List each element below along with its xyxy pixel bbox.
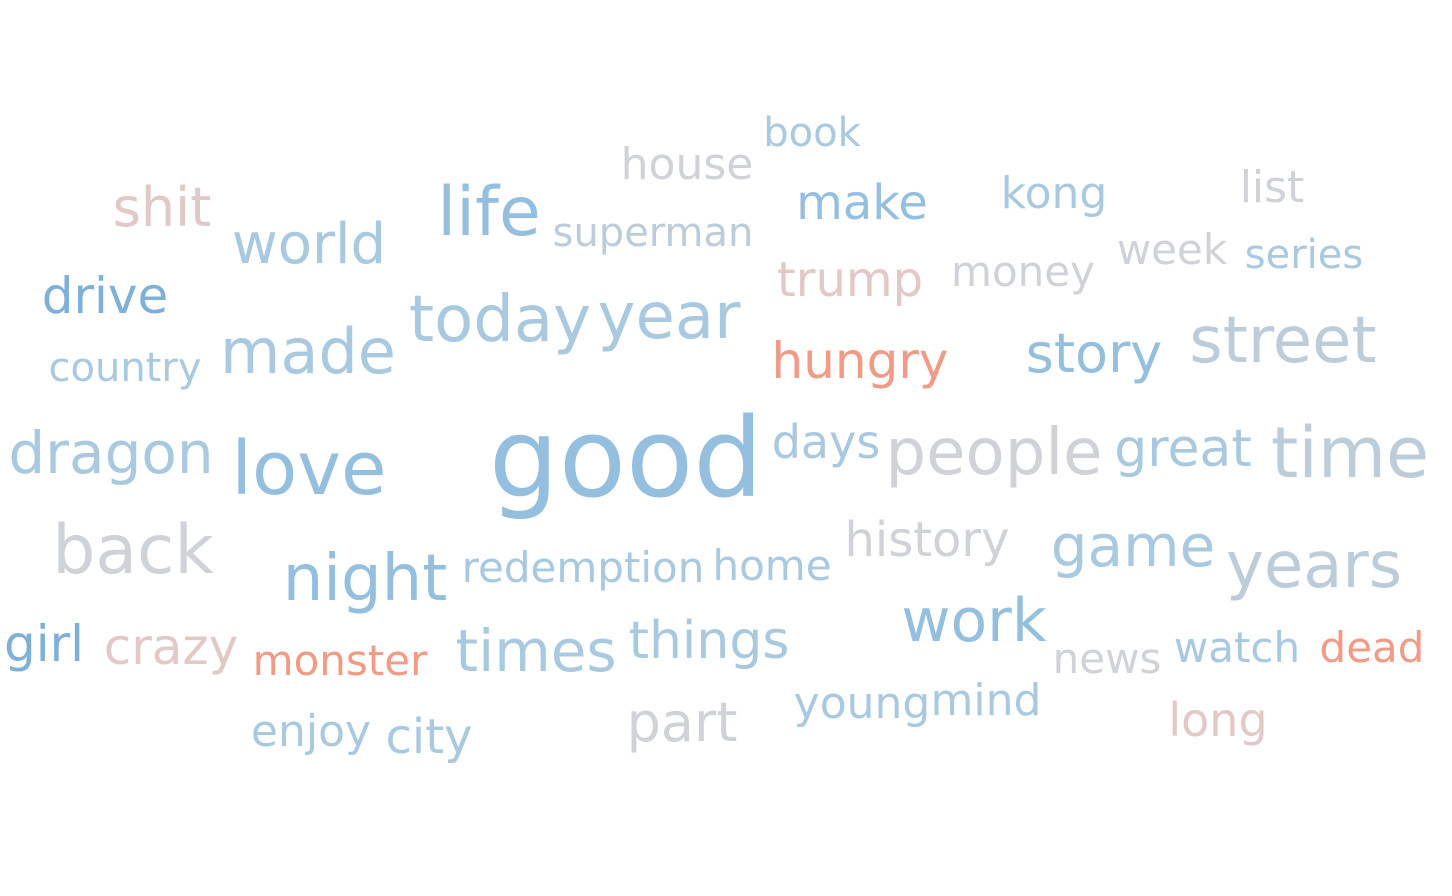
- word-night: night: [282, 542, 448, 616]
- word-enjoy: enjoy: [250, 706, 372, 757]
- word-week: week: [1116, 225, 1228, 274]
- word-drive: drive: [41, 267, 169, 325]
- word-superman: superman: [552, 210, 754, 256]
- word-list: list: [1239, 162, 1305, 213]
- word-watch: watch: [1173, 623, 1301, 672]
- word-hungry: hungry: [771, 332, 949, 390]
- word-monster: monster: [252, 636, 428, 685]
- word-long: long: [1168, 693, 1268, 747]
- word-shit: shit: [112, 176, 212, 239]
- word-time: time: [1270, 412, 1430, 494]
- word-things: things: [628, 611, 790, 671]
- word-country: country: [48, 345, 202, 391]
- word-house: house: [620, 139, 754, 190]
- word-dragon: dragon: [8, 419, 214, 487]
- word-redemption: redemption: [461, 543, 705, 592]
- word-kong: kong: [1000, 168, 1108, 219]
- word-days: days: [771, 415, 881, 469]
- word-mind: mind: [930, 675, 1042, 726]
- word-news: news: [1052, 634, 1162, 683]
- word-crazy: crazy: [103, 618, 239, 676]
- word-dead: dead: [1319, 623, 1425, 672]
- word-young: young: [793, 678, 931, 729]
- word-love: love: [231, 426, 387, 512]
- word-times: times: [455, 617, 617, 685]
- word-year: year: [597, 280, 741, 354]
- word-good: good: [488, 394, 764, 522]
- word-street: street: [1189, 304, 1377, 378]
- word-today: today: [409, 283, 591, 357]
- word-city: city: [385, 709, 473, 765]
- word-series: series: [1244, 232, 1364, 278]
- word-years: years: [1225, 529, 1403, 603]
- word-part: part: [626, 691, 738, 754]
- word-game: game: [1050, 512, 1216, 580]
- word-story: story: [1025, 322, 1163, 385]
- word-people: people: [885, 416, 1103, 490]
- word-home: home: [712, 541, 832, 590]
- word-back: back: [52, 511, 214, 590]
- word-money: money: [951, 247, 1095, 296]
- word-trump: trump: [776, 252, 924, 308]
- word-world: world: [231, 212, 387, 277]
- word-book: book: [763, 110, 861, 156]
- word-life: life: [437, 173, 541, 252]
- word-make: make: [796, 175, 928, 231]
- word-great: great: [1114, 419, 1252, 479]
- word-girl: girl: [3, 615, 85, 673]
- word-made: made: [220, 315, 396, 388]
- word-history: history: [844, 512, 1010, 568]
- word-work: work: [901, 586, 1047, 656]
